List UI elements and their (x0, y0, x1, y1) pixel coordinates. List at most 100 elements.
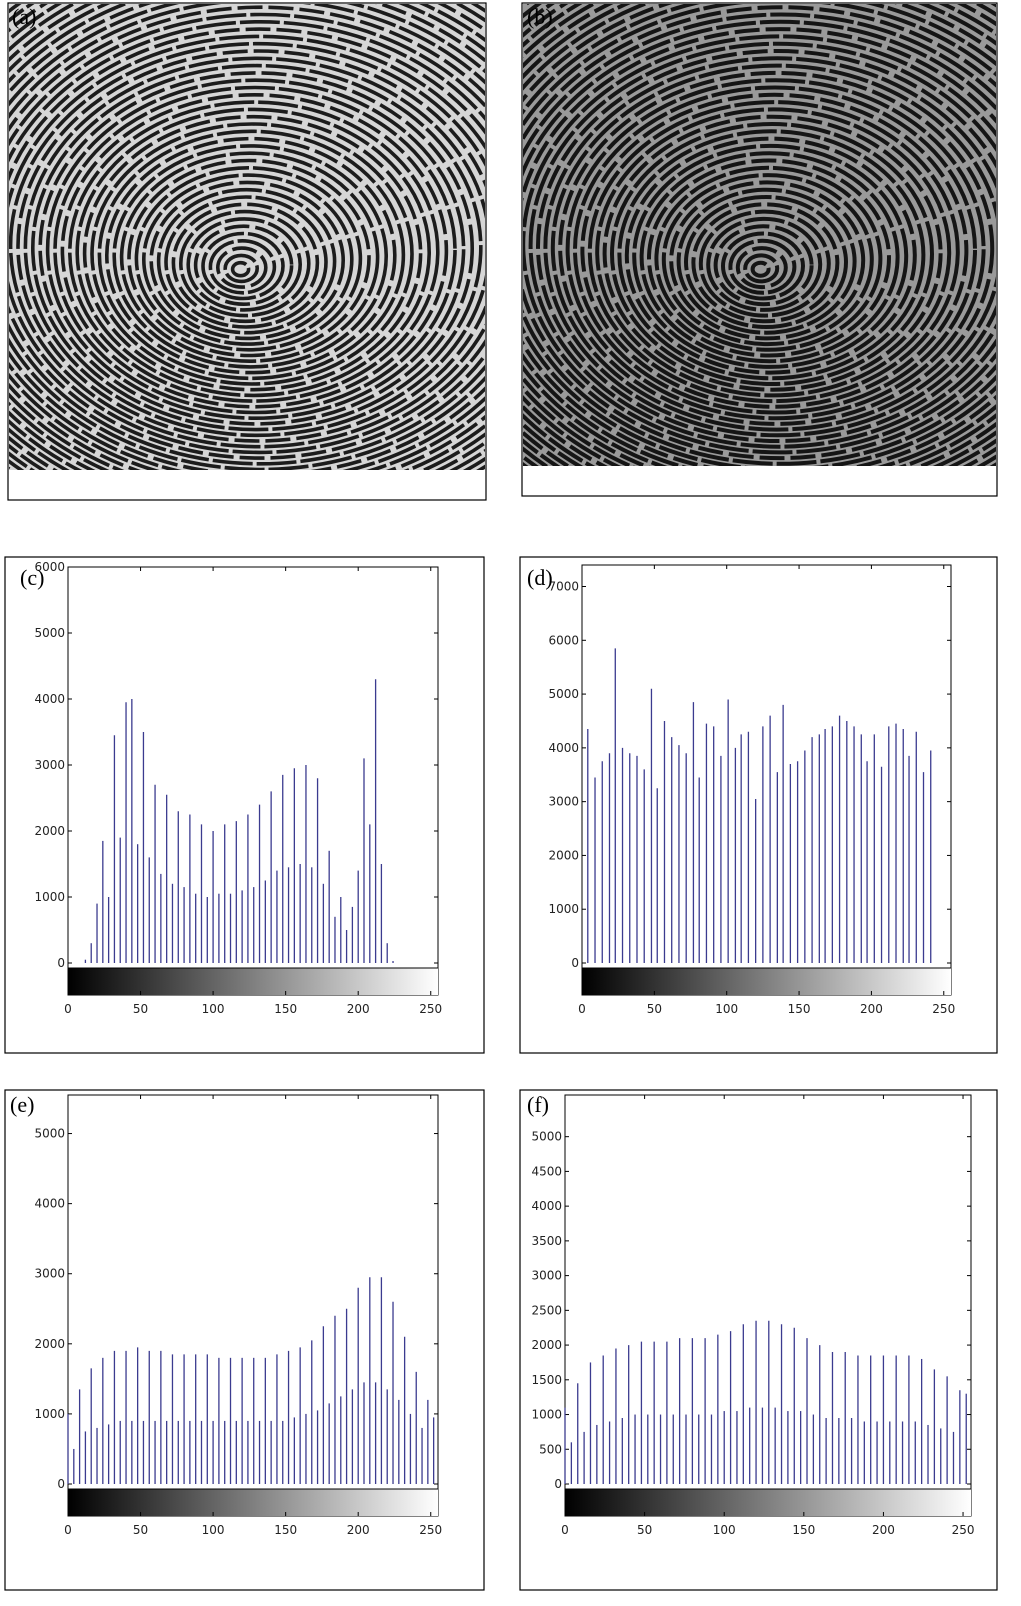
y-tick-label: 2000 (548, 848, 579, 862)
plot-frame (564, 1094, 972, 1517)
colorbar (68, 968, 438, 995)
ridge (565, 78, 986, 421)
ridge (223, 253, 259, 284)
y-tick-label: 1000 (548, 902, 579, 916)
ridge (9, 34, 485, 455)
x-tick-label: 200 (347, 1523, 370, 1537)
ridge (230, 260, 251, 278)
y-tick-label: 5000 (531, 1130, 562, 1144)
panel-label: (a) (12, 4, 36, 29)
ridge (186, 217, 302, 312)
x-tick-label: 250 (932, 1002, 955, 1016)
ridge (142, 173, 354, 346)
ridge (9, 41, 485, 449)
panel-label: (f) (527, 1092, 549, 1117)
ridge (164, 195, 328, 329)
x-tick-label: 100 (713, 1523, 736, 1537)
y-tick-label: 3000 (531, 1269, 562, 1283)
ridge (53, 85, 457, 415)
ridge (9, 5, 485, 470)
y-tick-label: 2000 (34, 1337, 65, 1351)
ridge (624, 136, 917, 375)
y-tick-label: 5000 (34, 626, 65, 640)
x-tick-label: 250 (419, 1002, 442, 1016)
y-tick-label: 2000 (34, 824, 65, 838)
x-tick-label: 150 (274, 1523, 297, 1537)
fingerprint-ridges (523, 4, 996, 466)
ridge (750, 260, 771, 278)
ridge (9, 20, 485, 466)
x-tick-label: 150 (792, 1523, 815, 1537)
panel-label: (d) (527, 565, 553, 590)
panel-label: (c) (20, 565, 44, 590)
ridge (201, 231, 285, 301)
x-tick-label: 100 (202, 1523, 225, 1537)
ridge (156, 187, 337, 335)
ridge (536, 49, 996, 443)
y-tick-label: 4000 (548, 741, 579, 755)
x-tick-label: 50 (637, 1523, 652, 1537)
colorbar (565, 1489, 971, 1516)
y-tick-label: 5000 (34, 1127, 65, 1141)
ridge (171, 202, 320, 324)
ridge (134, 165, 363, 352)
ridge (9, 12, 485, 470)
y-tick-label: 4000 (531, 1199, 562, 1213)
ridge (602, 114, 943, 392)
ridge (16, 49, 485, 443)
ridge (523, 19, 996, 466)
y-tick-label: 3500 (531, 1234, 562, 1248)
ridge (208, 238, 277, 295)
ridge (523, 12, 996, 466)
ridge (617, 129, 926, 381)
y-tick-label: 7000 (548, 580, 579, 594)
y-tick-label: 0 (57, 1477, 65, 1491)
ridge (684, 195, 848, 329)
ridge (735, 246, 788, 290)
x-tick-label: 50 (647, 1002, 662, 1016)
ridge (550, 63, 996, 432)
colorbar (582, 968, 951, 995)
x-tick-label: 100 (715, 1002, 738, 1016)
x-tick-label: 0 (561, 1523, 569, 1537)
ridge (193, 224, 294, 307)
ridge (632, 143, 909, 369)
ridge (669, 180, 866, 341)
ridge (558, 70, 995, 426)
plot-frame (67, 1094, 439, 1517)
ridge (179, 209, 311, 318)
ridge (97, 129, 406, 381)
y-tick-label: 0 (554, 1477, 562, 1491)
x-tick-label: 0 (64, 1002, 72, 1016)
y-tick-label: 5000 (548, 687, 579, 701)
x-tick-label: 250 (952, 1523, 975, 1537)
ridge (523, 27, 996, 461)
ridge (82, 114, 423, 392)
y-tick-label: 1000 (34, 890, 65, 904)
x-tick-label: 100 (202, 1002, 225, 1016)
fingerprint-ridges (9, 4, 485, 470)
ridge (647, 158, 891, 358)
y-tick-label: 0 (57, 956, 65, 970)
panel-label: (b) (527, 4, 553, 29)
ridge (580, 92, 969, 409)
ridge (60, 93, 449, 409)
ridge (691, 202, 840, 324)
ridge (728, 238, 797, 295)
ridge (698, 209, 831, 318)
y-tick-label: 0 (571, 956, 579, 970)
ridge (528, 41, 996, 449)
x-tick-label: 0 (578, 1002, 586, 1016)
ridge (713, 224, 814, 307)
ridge (639, 151, 900, 364)
y-tick-label: 4000 (34, 692, 65, 706)
colorbar (68, 1489, 438, 1516)
ridge (743, 253, 780, 284)
x-tick-label: 200 (860, 1002, 883, 1016)
panel-label: (e) (10, 1092, 34, 1117)
ridge (75, 107, 431, 398)
plot-frame (67, 566, 439, 996)
y-tick-label: 3000 (34, 1267, 65, 1281)
y-tick-label: 4000 (34, 1197, 65, 1211)
x-tick-label: 150 (788, 1002, 811, 1016)
